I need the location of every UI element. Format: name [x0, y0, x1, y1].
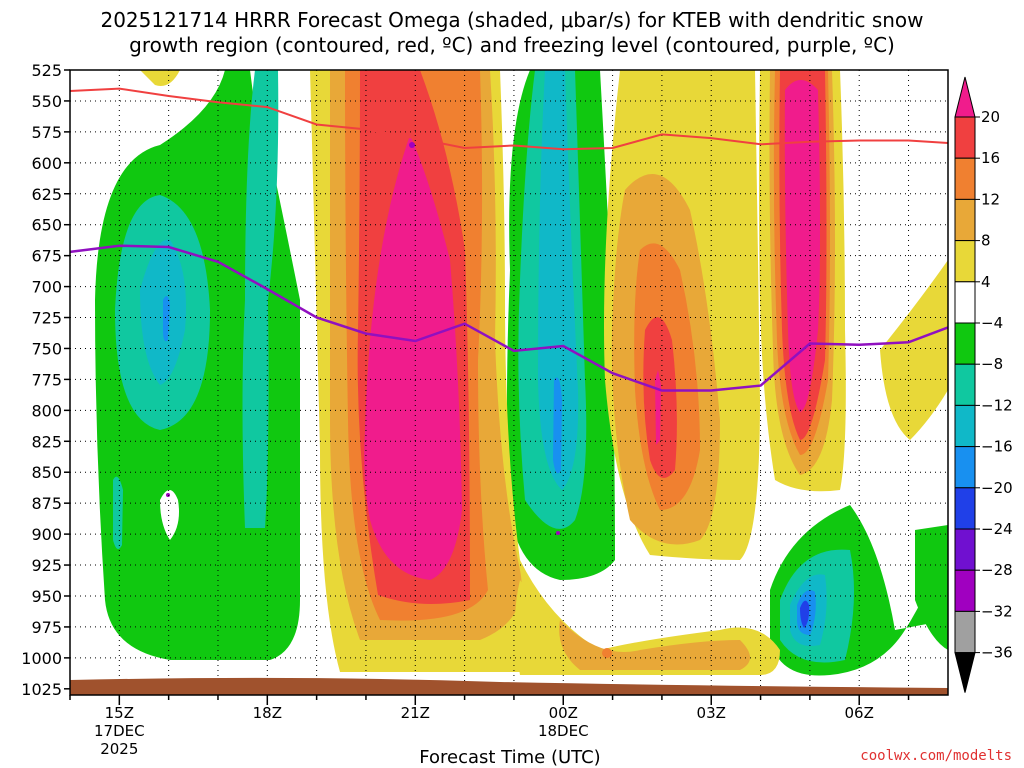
- x-tick-date: 17DEC: [94, 722, 145, 740]
- omega-column-2: [506, 70, 615, 580]
- y-tick-label: 675: [31, 247, 62, 266]
- colorbar-label: −12: [981, 396, 1013, 414]
- x-tick-label: 18Z: [253, 704, 282, 722]
- y-tick-label: 825: [31, 432, 62, 451]
- x-tick-year: 2025: [100, 740, 138, 758]
- colorbar-label: −20: [981, 479, 1013, 497]
- colorbar-segment: [954, 157, 976, 200]
- y-axis: 525 550 575 600 625 650 675 700 725 750 775 800 825 8…: [21, 61, 70, 699]
- colorbar: 20 16 12 8 4 −4 −8 −12 −16 −20 −24 −28 −32 −36: [954, 76, 1013, 693]
- colorbar-segment: [954, 116, 976, 159]
- colorbar-segment: [954, 240, 976, 283]
- omega-column-1: [95, 70, 300, 660]
- colorbar-segment: [954, 569, 976, 612]
- y-tick-label: 850: [31, 463, 62, 482]
- y-tick-label: 550: [31, 92, 62, 111]
- colorbar-segment: [954, 281, 976, 324]
- colorbar-segment: [954, 322, 976, 365]
- colorbar-label: 8: [981, 232, 991, 250]
- y-tick-label: 750: [31, 339, 62, 358]
- colorbar-label: 20: [981, 108, 1000, 126]
- y-tick-label: 1025: [21, 680, 62, 699]
- y-tick-label: 775: [31, 370, 62, 389]
- colorbar-segment: [954, 198, 976, 242]
- x-tick-label: 21Z: [401, 704, 430, 722]
- colorbar-segment: [954, 363, 976, 406]
- colorbar-bottom-arrow: [954, 652, 976, 693]
- ground-terrain: [70, 677, 948, 695]
- y-tick-label: 900: [31, 525, 62, 544]
- colorbar-label: −32: [981, 602, 1013, 620]
- chart-title-line2: growth region (contoured, red, ºC) and f…: [129, 33, 895, 57]
- x-tick-date: 18DEC: [538, 722, 589, 740]
- x-axis-label: Forecast Time (UTC): [419, 747, 600, 768]
- colorbar-label: −24: [981, 520, 1013, 538]
- y-tick-label: 650: [31, 216, 62, 235]
- y-tick-label: 700: [31, 278, 62, 297]
- x-tick-label: 00Z: [549, 704, 578, 722]
- y-tick-label: 875: [31, 494, 62, 513]
- colorbar-segment: [954, 446, 976, 489]
- chart-title-line1: 2025121714 HRRR Forecast Omega (shaded, …: [100, 8, 923, 32]
- omega-shading: [95, 70, 948, 676]
- y-tick-label: 600: [31, 154, 62, 173]
- x-tick-label: 03Z: [697, 704, 726, 722]
- y-tick-label: 925: [31, 556, 62, 575]
- y-tick-label: 950: [31, 587, 62, 606]
- y-tick-label: 625: [31, 185, 62, 204]
- y-tick-label: 525: [31, 61, 62, 80]
- colorbar-label: −4: [981, 314, 1003, 332]
- colorbar-label: −8: [981, 355, 1003, 373]
- colorbar-segment: [954, 487, 976, 530]
- plot-frame: [69, 69, 949, 696]
- colorbar-label: −36: [981, 644, 1013, 662]
- grid: [70, 70, 948, 695]
- colorbar-top-arrow: [954, 76, 976, 118]
- omega-column-4: [310, 70, 610, 672]
- colorbar-segment: [954, 528, 976, 571]
- colorbar-segment: [954, 404, 976, 448]
- x-tick-label: 06Z: [845, 704, 874, 722]
- colorbar-label: 12: [981, 190, 1000, 208]
- colorbar-label: 4: [981, 273, 991, 291]
- omega-column-6: [140, 70, 948, 492]
- y-tick-label: 575: [31, 123, 62, 142]
- y-tick-label: 975: [31, 618, 62, 637]
- colorbar-label: −28: [981, 561, 1013, 579]
- omega-column-5: [515, 70, 780, 675]
- colorbar-label: 16: [981, 149, 1000, 167]
- dendritic-growth-contour: [69, 87, 949, 151]
- y-tick-label: 1000: [21, 649, 62, 668]
- credit-link[interactable]: coolwx.com/modelts: [860, 748, 1012, 764]
- freezing-level-contour: [69, 244, 949, 392]
- y-tick-label: 800: [31, 401, 62, 420]
- colorbar-segment: [954, 610, 976, 654]
- colorbar-label: −16: [981, 438, 1013, 456]
- y-tick-label: 725: [31, 309, 62, 328]
- x-tick-label: 15Z: [105, 704, 134, 722]
